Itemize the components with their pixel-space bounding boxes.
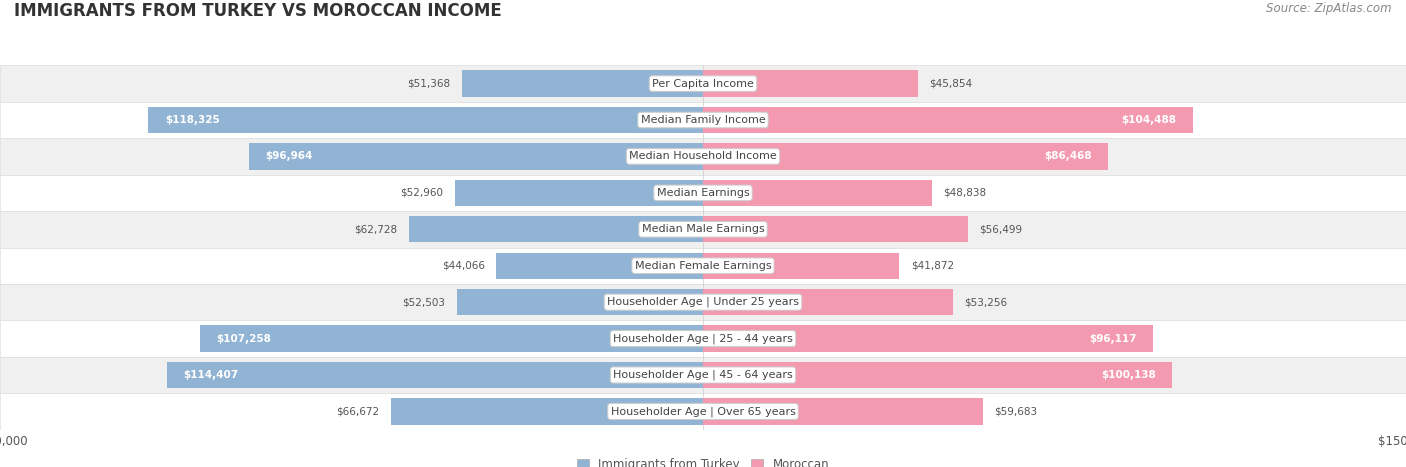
Bar [496,253,703,279]
Text: $66,672: $66,672 [336,406,378,417]
Text: Householder Age | Under 25 years: Householder Age | Under 25 years [607,297,799,307]
Bar [703,216,967,242]
Bar [0,248,1406,284]
Text: $45,854: $45,854 [929,78,973,89]
Text: $48,838: $48,838 [943,188,987,198]
Text: Householder Age | 25 - 44 years: Householder Age | 25 - 44 years [613,333,793,344]
Text: Householder Age | 45 - 64 years: Householder Age | 45 - 64 years [613,370,793,380]
Text: $44,066: $44,066 [441,261,485,271]
Text: $59,683: $59,683 [994,406,1038,417]
Text: IMMIGRANTS FROM TURKEY VS MOROCCAN INCOME: IMMIGRANTS FROM TURKEY VS MOROCCAN INCOM… [14,2,502,21]
Text: $96,117: $96,117 [1090,333,1137,344]
Bar [703,71,918,97]
Bar [703,362,1173,388]
Bar [703,143,1108,170]
Text: $52,960: $52,960 [401,188,443,198]
Text: $52,503: $52,503 [402,297,446,307]
Bar [463,71,703,97]
Bar [0,65,1406,102]
Bar [703,253,900,279]
Bar [0,211,1406,248]
Bar [703,325,1153,352]
Text: Source: ZipAtlas.com: Source: ZipAtlas.com [1267,2,1392,15]
Bar [149,107,703,133]
Bar [703,107,1192,133]
Text: $114,407: $114,407 [183,370,239,380]
Bar [703,398,983,425]
Text: $96,964: $96,964 [264,151,312,162]
Bar [457,289,703,315]
Bar [391,398,703,425]
Bar [0,284,1406,320]
Text: Median Family Income: Median Family Income [641,115,765,125]
Text: $62,728: $62,728 [354,224,398,234]
Bar [167,362,703,388]
Text: Median Household Income: Median Household Income [628,151,778,162]
Text: $56,499: $56,499 [980,224,1022,234]
Bar [0,320,1406,357]
Text: $104,488: $104,488 [1122,115,1177,125]
Text: Median Earnings: Median Earnings [657,188,749,198]
Text: Median Female Earnings: Median Female Earnings [634,261,772,271]
Text: $100,138: $100,138 [1101,370,1156,380]
Text: Per Capita Income: Per Capita Income [652,78,754,89]
Bar [409,216,703,242]
Bar [0,138,1406,175]
Bar [703,289,953,315]
Bar [200,325,703,352]
Text: $41,872: $41,872 [911,261,955,271]
Text: $86,468: $86,468 [1045,151,1092,162]
Bar [454,180,703,206]
Text: Median Male Earnings: Median Male Earnings [641,224,765,234]
Bar [703,180,932,206]
Text: $107,258: $107,258 [217,333,271,344]
Bar [249,143,703,170]
Text: $118,325: $118,325 [165,115,219,125]
Bar [0,393,1406,430]
Text: Householder Age | Over 65 years: Householder Age | Over 65 years [610,406,796,417]
Bar [0,357,1406,393]
Bar [0,175,1406,211]
Text: $51,368: $51,368 [408,78,450,89]
Bar [0,102,1406,138]
Legend: Immigrants from Turkey, Moroccan: Immigrants from Turkey, Moroccan [576,458,830,467]
Text: $53,256: $53,256 [965,297,1008,307]
